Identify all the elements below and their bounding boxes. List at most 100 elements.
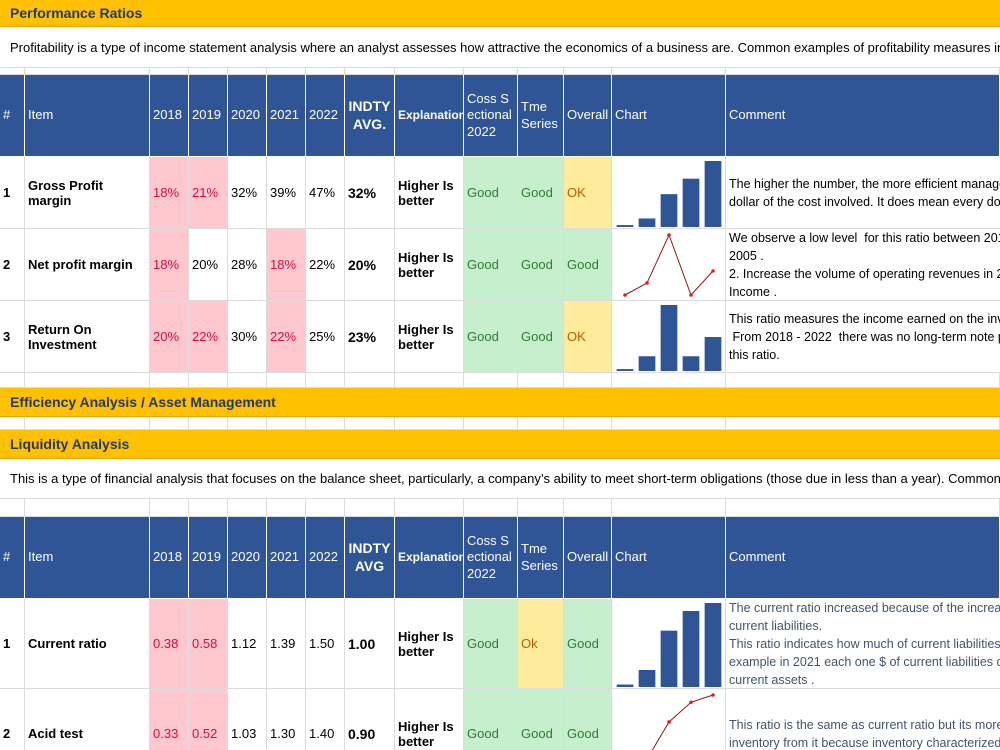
industry-average: 32% [345, 157, 395, 229]
spark-bar [638, 218, 656, 227]
rating: Good [518, 301, 564, 373]
column-header: 2022 [306, 75, 345, 157]
empty-cell [612, 417, 726, 430]
empty-cell [306, 499, 345, 517]
year-value: 1.40 [306, 689, 345, 750]
rating: Good [518, 157, 564, 229]
empty-cell [726, 68, 1000, 75]
year-value: 22% [306, 229, 345, 301]
section-description: This is a type of financial analysis tha… [0, 459, 1000, 499]
empty-cell [228, 68, 267, 75]
empty-cell [612, 499, 726, 517]
item-name: Gross Profit margin [25, 157, 150, 229]
empty-cell [564, 373, 612, 388]
spark-bar [682, 356, 700, 371]
rating: Good [564, 599, 612, 689]
spark-bar [638, 669, 656, 687]
rating: Good [464, 229, 518, 301]
sparkline [616, 305, 722, 371]
empty-cell [518, 373, 564, 388]
year-value: 0.58 [189, 599, 228, 689]
year-value: 0.52 [189, 689, 228, 750]
empty-cell [345, 499, 395, 517]
spark-point [623, 293, 627, 297]
year-value: 1.50 [306, 599, 345, 689]
empty-cell [518, 68, 564, 75]
sparkline [623, 233, 715, 297]
empty-cell [726, 417, 1000, 430]
empty-cell [464, 499, 518, 517]
empty-cell [726, 499, 1000, 517]
explanation: Higher Is better [395, 229, 464, 301]
column-header: Tme Series [518, 75, 564, 157]
row-number: 2 [0, 689, 25, 750]
year-value: 18% [267, 229, 306, 301]
item-name: Net profit margin [25, 229, 150, 301]
empty-cell [564, 68, 612, 75]
empty-cell [395, 499, 464, 517]
section-title: Efficiency Analysis / Asset Management [0, 388, 1000, 417]
spark-bar [638, 356, 656, 371]
year-value: 1.39 [267, 599, 306, 689]
year-value: 0.38 [150, 599, 189, 689]
empty-cell [306, 68, 345, 75]
empty-cell [25, 373, 150, 388]
comment-line: The current ratio increased because of t… [729, 600, 1000, 615]
spark-point [667, 233, 671, 237]
column-header: Overall [564, 75, 612, 157]
comment: We observe a low level for this ratio be… [726, 229, 1000, 301]
row-number: 2 [0, 229, 25, 301]
spark-line [624, 233, 714, 296]
empty-cell [150, 499, 189, 517]
spark-point [711, 269, 715, 273]
item-name: Current ratio [25, 599, 150, 689]
empty-cell [267, 373, 306, 388]
comment-line: Income . [729, 284, 777, 299]
year-value: 18% [150, 157, 189, 229]
year-value: 18% [150, 229, 189, 301]
column-header: # [0, 517, 25, 599]
chart-cell [612, 301, 726, 373]
empty-cell [306, 417, 345, 430]
empty-cell [518, 417, 564, 430]
empty-cell [0, 68, 25, 75]
column-header: Explanation [395, 517, 464, 599]
comment-line: The higher the number, the more efficien… [729, 176, 1000, 191]
comment-line: We observe a low level for this ratio be… [729, 230, 1000, 245]
year-value: 0.33 [150, 689, 189, 750]
empty-cell [518, 499, 564, 517]
rating: OK [564, 157, 612, 229]
column-header: Coss Sectional 2022 [464, 517, 518, 599]
spark-bar [704, 603, 722, 687]
year-value: 47% [306, 157, 345, 229]
column-header: Explanation [395, 75, 464, 157]
empty-cell [564, 499, 612, 517]
year-value: 32% [228, 157, 267, 229]
spark-point [689, 293, 693, 297]
sparkline [651, 693, 715, 750]
empty-cell [395, 373, 464, 388]
empty-cell [345, 417, 395, 430]
empty-cell [464, 417, 518, 430]
spark-bar [616, 369, 634, 371]
comment-line: dollar of the cost involved. It does mea… [729, 194, 1000, 209]
empty-cell [564, 417, 612, 430]
column-header: Coss Sectional 2022 [464, 75, 518, 157]
year-value: 39% [267, 157, 306, 229]
spark-bar [616, 225, 634, 227]
empty-cell [25, 68, 150, 75]
comment-line: current assets . [729, 672, 815, 687]
column-header: Overall [564, 517, 612, 599]
spark-bar [704, 337, 722, 371]
comment-line: 2. Increase the volume of operating reve… [729, 266, 1000, 281]
empty-cell [267, 417, 306, 430]
spark-bar [660, 630, 678, 687]
comment-line: example in 2021 each one $ of current li… [729, 654, 1000, 669]
empty-cell [0, 373, 25, 388]
rating: Good [518, 689, 564, 750]
section-title: Performance Ratios [0, 0, 1000, 27]
empty-cell [345, 68, 395, 75]
comment-line: current liabilities. [729, 618, 823, 633]
sparkline [616, 161, 722, 227]
